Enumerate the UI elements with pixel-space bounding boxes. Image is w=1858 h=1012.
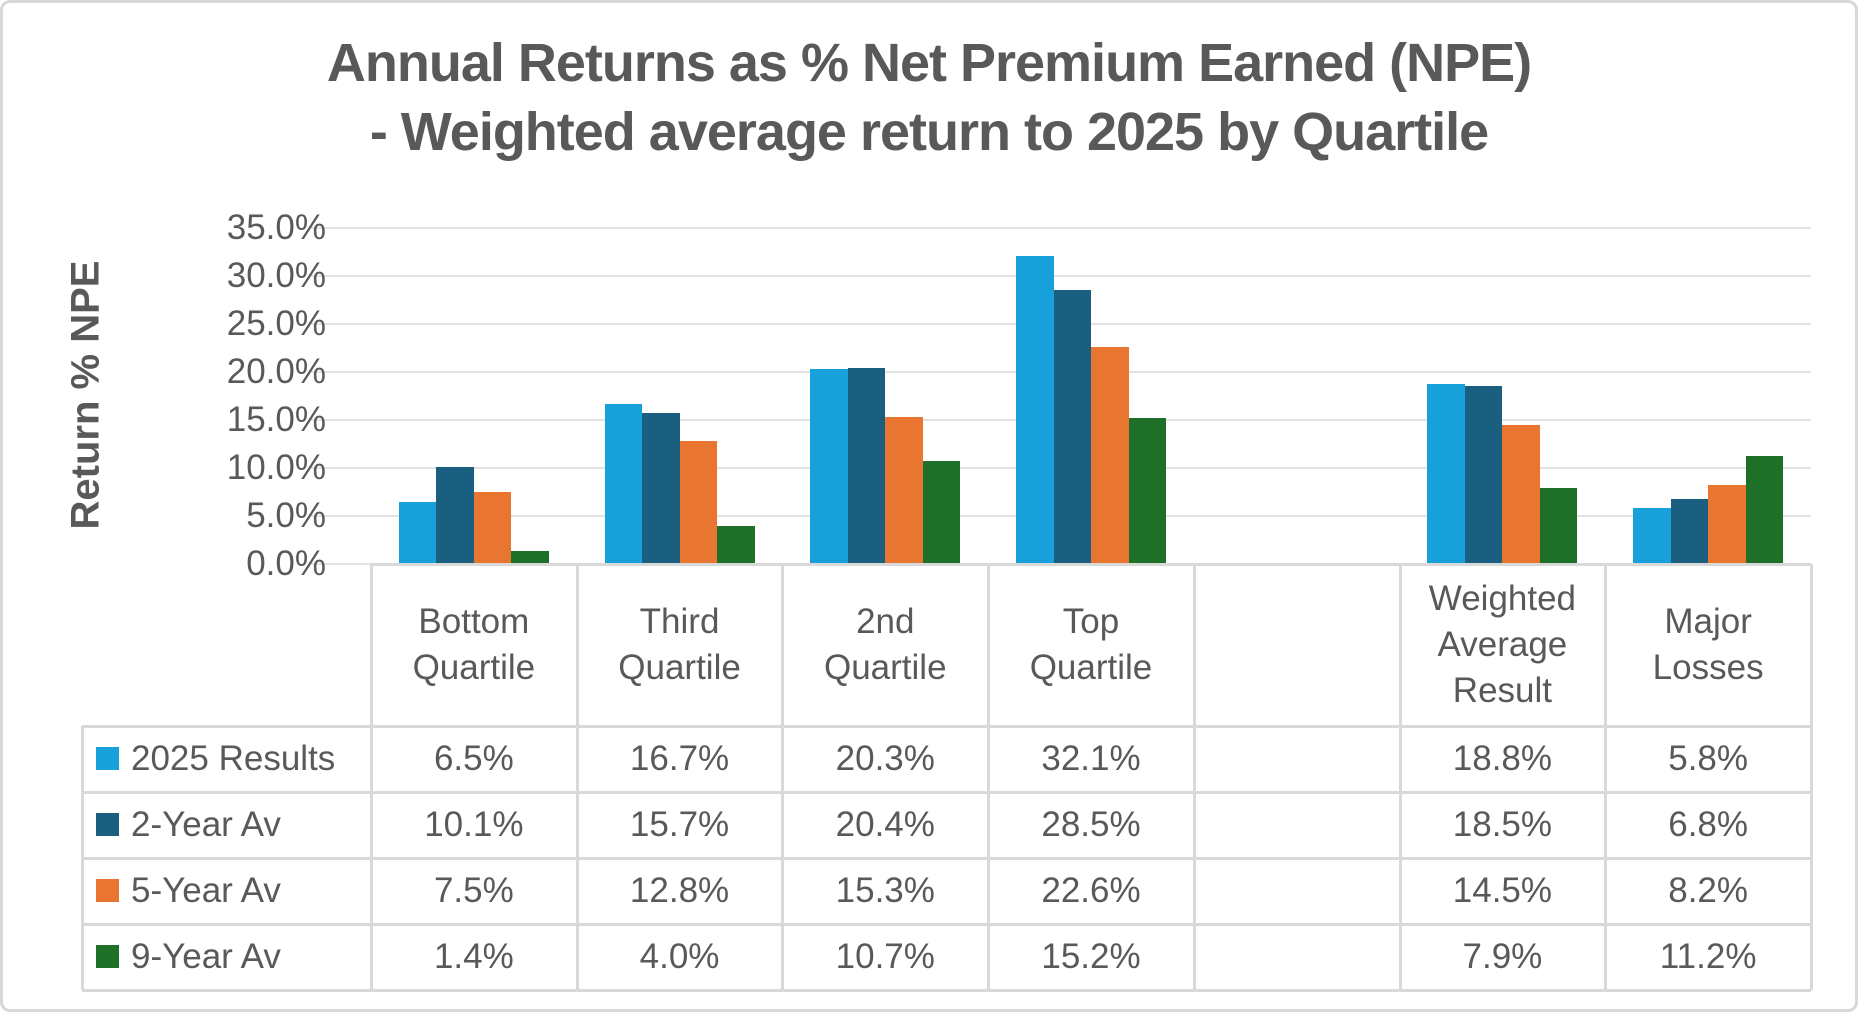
table-column-border (1192, 564, 1196, 990)
legend-label: 5-Year Av (131, 871, 281, 910)
table-row-border (82, 923, 1811, 926)
table-cell: 20.3% (835, 739, 935, 778)
category-header-0: Bottom Quartile (412, 601, 536, 687)
gridline (310, 227, 1811, 229)
chart-title-line2: - Weighted average return to 2025 by Qua… (369, 102, 1489, 162)
bar-5-year-av-cat5 (1502, 424, 1540, 564)
table-cell: 10.1% (424, 805, 524, 844)
y-axis-tick-label: 15.0% (226, 400, 326, 439)
table-column-border (1604, 564, 1608, 990)
table-cell: 28.5% (1041, 805, 1141, 844)
gridline (310, 275, 1811, 277)
legend-swatch-1-icon (96, 747, 119, 770)
legend-label: 9-Year Av (131, 937, 281, 976)
table-row-border (82, 725, 1811, 728)
bar-9-year-av-cat6 (1745, 456, 1784, 564)
bar-2-year-av-cat6 (1670, 498, 1709, 564)
chart-title-line1: Annual Returns as % Net Premium Earned (… (326, 33, 1532, 93)
y-axis-tick-label: 10.0% (226, 448, 326, 487)
table-column-border (370, 564, 373, 990)
table-column-border (987, 564, 991, 990)
legend-label: 2025 Results (131, 739, 336, 778)
table-cell: 22.6% (1041, 871, 1141, 910)
y-axis-tick-label: 5.0% (246, 496, 326, 535)
bar-5-year-av-cat6 (1708, 485, 1746, 564)
table-border-top (371, 563, 1811, 566)
legend-label: 2-Year Av (131, 805, 281, 844)
bar-2-year-av-cat1 (642, 413, 680, 564)
table-cell: 6.8% (1668, 805, 1749, 844)
bar-9-year-av-cat5 (1539, 488, 1578, 564)
category-header-1: Third Quartile (618, 601, 741, 687)
bar-2025-results-cat2 (810, 369, 848, 564)
table-cell: 15.7% (629, 805, 730, 844)
bar-9-year-av-cat2 (922, 461, 961, 564)
table-cell: 5.8% (1668, 739, 1749, 778)
bar-2-year-av-cat0 (436, 467, 474, 564)
bar-5-year-av-cat2 (885, 417, 923, 564)
table-cell: 15.3% (835, 871, 935, 910)
legend-swatch-2-icon (96, 813, 119, 836)
table-cell: 16.7% (629, 739, 730, 778)
table-cell: 18.8% (1452, 739, 1553, 778)
bar-5-year-av-cat0 (473, 492, 512, 564)
table-cell: 18.5% (1452, 805, 1553, 844)
bar-2-year-av-cat2 (847, 368, 886, 564)
y-axis-tick-label: 25.0% (226, 304, 326, 343)
table-cell: 7.5% (433, 871, 514, 910)
y-axis-tick-label: 0.0% (246, 544, 326, 583)
table-cell: 7.9% (1462, 937, 1543, 976)
bar-2025-results-cat5 (1427, 383, 1465, 564)
bar-2-year-av-cat5 (1464, 386, 1503, 564)
table-cell: 15.2% (1041, 937, 1141, 976)
table-cell: 4.0% (639, 937, 720, 976)
bar-2025-results-cat0 (398, 501, 437, 564)
category-header-5: Weighted Average Result (1428, 578, 1577, 711)
table-cell: 20.4% (835, 805, 935, 844)
bar-5-year-av-cat3 (1091, 347, 1129, 564)
table-cell: 6.5% (433, 739, 514, 778)
table-cell: 32.1% (1041, 739, 1141, 778)
y-axis-tick-label: 35.0% (226, 208, 326, 247)
table-cell: 14.5% (1452, 871, 1553, 910)
category-header-2: 2nd Quartile (823, 601, 947, 687)
table-column-border (1810, 564, 1813, 990)
bar-2-year-av-cat3 (1053, 290, 1092, 564)
table-cell: 12.8% (629, 871, 730, 910)
category-header-6: Major Losses (1652, 601, 1764, 687)
table-cell: 1.4% (433, 937, 514, 976)
table-column-border (1398, 564, 1402, 990)
table-cell: 8.2% (1668, 871, 1749, 910)
table-cell: 10.7% (835, 937, 935, 976)
y-axis-tick-label: 20.0% (226, 352, 326, 391)
table-row-border (82, 989, 1811, 992)
table-column-border (781, 564, 785, 990)
bar-9-year-av-cat3 (1128, 418, 1167, 564)
table-row-border (82, 857, 1811, 860)
table-column-border (575, 564, 579, 990)
bar-2025-results-cat3 (1016, 255, 1054, 564)
y-axis-tick-label: 30.0% (226, 256, 326, 295)
table-row-border (82, 791, 1811, 794)
bar-9-year-av-cat0 (511, 550, 549, 564)
chart-title: Annual Returns as % Net Premium Earned (… (3, 29, 1855, 167)
bar-2025-results-cat6 (1633, 508, 1671, 564)
legend-swatch-3-icon (96, 879, 119, 902)
y-axis-title: Return % NPE (63, 260, 108, 530)
category-header-3: Top Quartile (1029, 601, 1153, 687)
table-cell: 11.2% (1659, 937, 1757, 976)
table-border-left (81, 726, 84, 990)
bar-5-year-av-cat1 (679, 441, 718, 564)
bar-2025-results-cat1 (604, 403, 643, 564)
bar-9-year-av-cat1 (717, 525, 755, 564)
legend-swatch-4-icon (96, 945, 119, 968)
